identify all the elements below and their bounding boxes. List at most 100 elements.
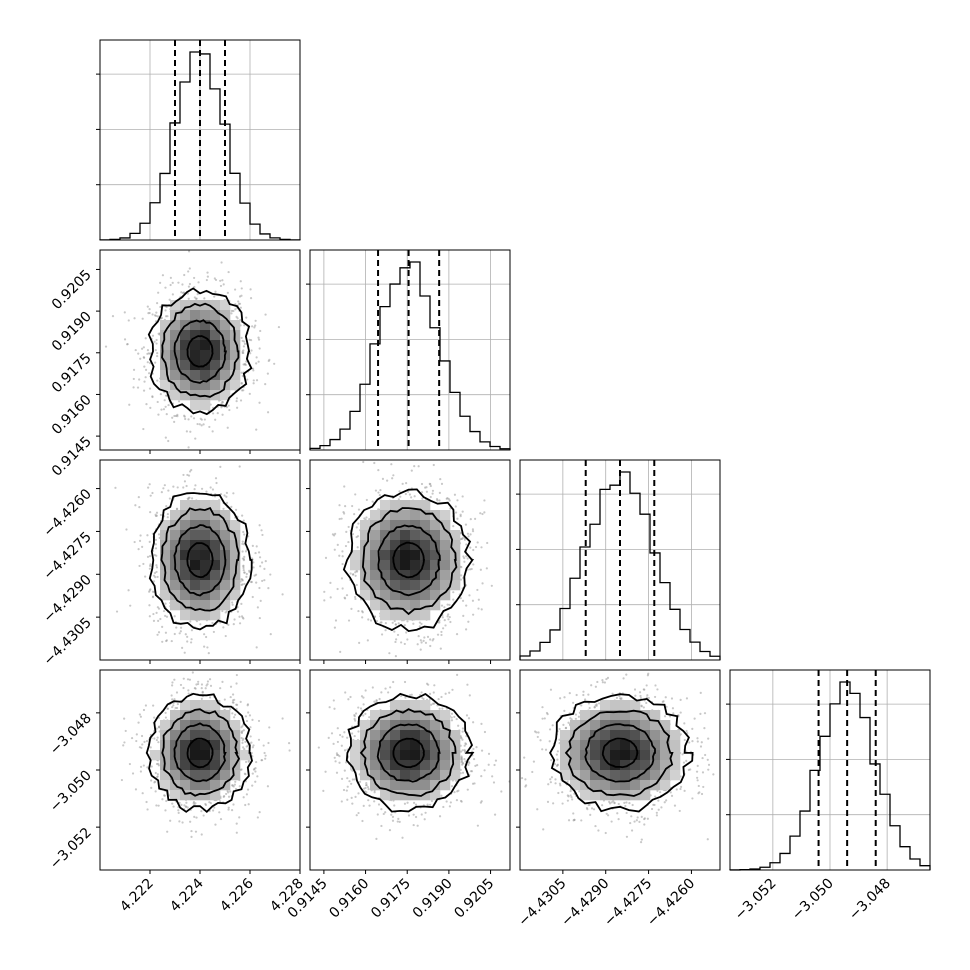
sample-point [244,550,248,553]
sample-point [405,631,408,634]
sample-point [183,414,186,417]
sample-point [328,706,331,709]
density-cell [670,740,681,751]
density-cell [230,350,241,361]
density-cell [220,340,231,351]
sample-point [696,779,699,782]
density-cell [430,600,441,611]
sample-point [656,789,659,792]
sample-point [138,713,141,716]
sample-point [333,548,336,551]
contour-level-2 [173,722,227,783]
density-cell [170,720,181,731]
density-cell [360,580,371,591]
density-cell [420,600,431,611]
sample-point [420,622,423,625]
sample-point [663,715,667,718]
density-cell [380,550,391,561]
sample-point [365,516,368,519]
sample-point [338,755,341,758]
density-cell [190,770,201,781]
density-cell [420,580,431,591]
sample-point [341,562,344,566]
density-cell [220,730,231,741]
sample-point [476,541,479,544]
sample-point [171,698,174,701]
density-cell [380,780,391,791]
sample-point [472,757,476,761]
sample-point [176,702,179,706]
sample-point [550,776,554,779]
sample-point [187,270,190,273]
density-cell [190,310,201,321]
sample-point [264,313,267,316]
density-cell [360,550,371,561]
sample-point [373,461,376,465]
sample-point [470,770,474,773]
sample-point [634,694,637,697]
sample-point [453,493,457,496]
sample-point [238,615,241,618]
density-cell [630,730,641,741]
sample-point [344,691,347,694]
sample-point [190,629,194,632]
sample-point [340,577,344,580]
density-cell [570,740,581,751]
sample-point [179,683,183,687]
sample-point [469,546,472,549]
sample-point [157,804,160,807]
sample-point [394,655,397,658]
sample-point [556,758,559,761]
density-cell [160,770,171,781]
sample-point [541,748,544,751]
sample-point [229,695,232,699]
sample-point [353,714,356,717]
sample-point [389,686,392,689]
density-cell [160,590,171,601]
sample-point [766,778,768,780]
x-tick-label: −3.048 [846,876,894,924]
sample-point [252,768,256,771]
density-cell [590,740,601,751]
sample-point [223,698,226,701]
sample-point [638,691,642,694]
sample-point [572,812,575,815]
sample-point [255,545,258,548]
density-cell [370,740,381,751]
sample-point [378,697,381,701]
density-cell [630,700,641,711]
sample-point [564,726,568,729]
sample-point [225,792,228,796]
sample-point [231,712,234,715]
sample-point [566,780,569,783]
sample-point [199,623,202,626]
sample-point [523,756,526,759]
sample-point [190,829,193,833]
density-cell [220,580,231,591]
sample-point [249,288,252,291]
sample-point [639,840,643,844]
density-cell [180,590,191,601]
sample-point [683,789,686,792]
density-cell [170,370,181,381]
sample-point [413,464,416,468]
sample-point [357,706,360,709]
density-cell [360,770,371,781]
sample-point [242,530,245,534]
density-cell [400,510,411,521]
sample-point [480,608,483,611]
histogram-4 [729,681,931,871]
sample-point [193,803,196,806]
density-cell [640,740,651,751]
density-cell [440,570,451,581]
sample-point [474,764,477,767]
sample-point [536,735,539,739]
density-cell [210,360,221,371]
sample-point [219,284,223,288]
sample-point [181,646,184,649]
sample-point [336,740,339,744]
sample-point [137,548,140,551]
sample-point [332,742,335,745]
sample-point [241,550,244,553]
sample-point [652,803,655,806]
